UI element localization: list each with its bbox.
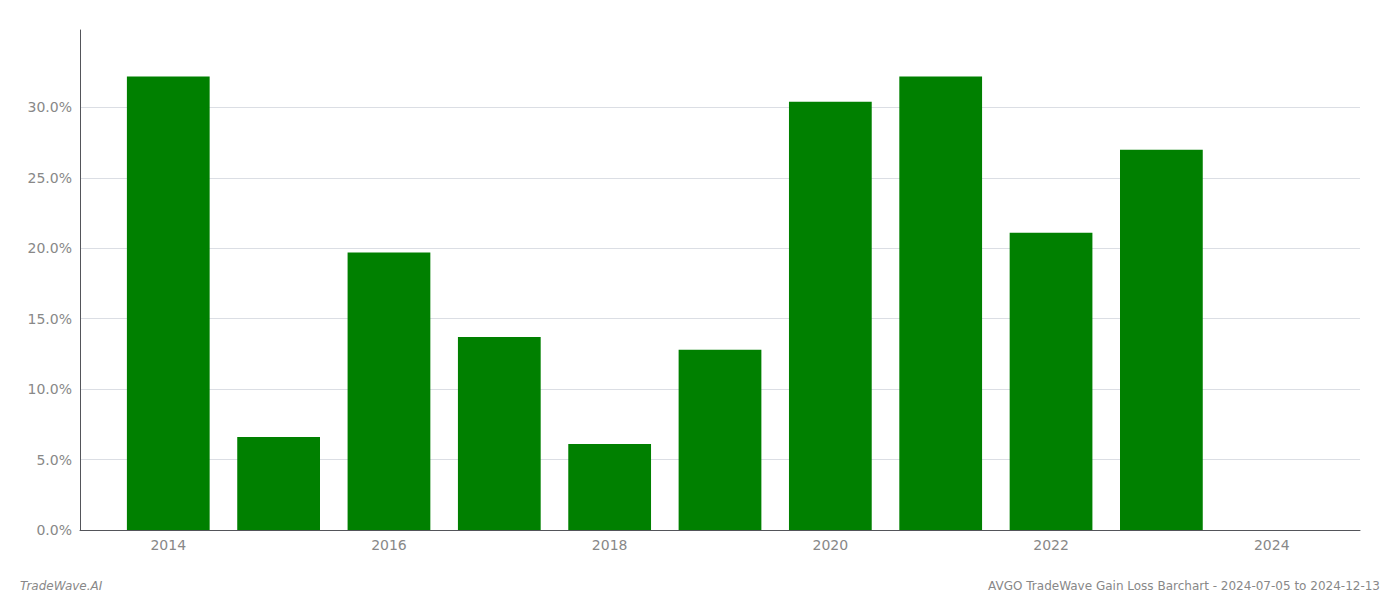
svg-text:30.0%: 30.0%: [28, 99, 72, 115]
svg-text:2018: 2018: [592, 537, 628, 553]
svg-text:25.0%: 25.0%: [28, 170, 72, 186]
svg-text:2024: 2024: [1254, 537, 1290, 553]
svg-text:2014: 2014: [150, 537, 186, 553]
svg-text:2020: 2020: [813, 537, 849, 553]
svg-text:10.0%: 10.0%: [28, 381, 72, 397]
svg-text:TradeWave.AI: TradeWave.AI: [20, 579, 103, 593]
svg-text:AVGO TradeWave Gain Loss Barch: AVGO TradeWave Gain Loss Barchart - 2024…: [988, 579, 1380, 593]
svg-text:15.0%: 15.0%: [28, 311, 72, 327]
svg-text:2022: 2022: [1033, 537, 1069, 553]
svg-text:2016: 2016: [371, 537, 407, 553]
svg-text:20.0%: 20.0%: [28, 240, 72, 256]
svg-text:5.0%: 5.0%: [36, 452, 72, 468]
svg-text:0.0%: 0.0%: [36, 522, 72, 538]
